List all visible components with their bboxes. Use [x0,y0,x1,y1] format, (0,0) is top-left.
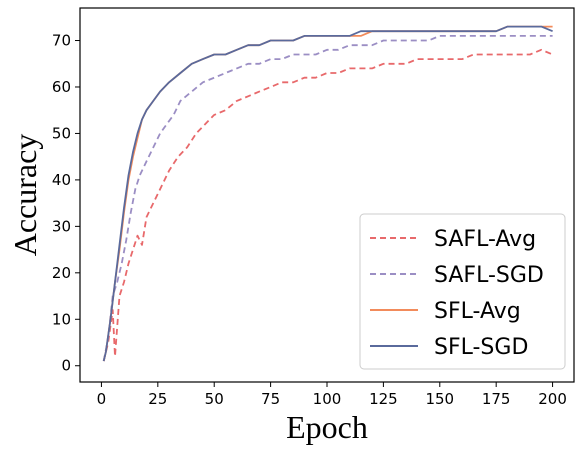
series-line-safl-avg [102,48,553,362]
y-tick-label: 60 [52,78,71,96]
legend-label-sfl-avg: SFL-Avg [434,299,521,324]
x-tick-label: 50 [205,390,224,408]
y-tick-label: 70 [52,32,71,50]
x-tick-label: 100 [313,390,342,408]
legend: SAFL-Avg SAFL-SGD SFL-Avg SFL-SGD [359,213,566,370]
x-axis-title: Epoch [286,409,368,445]
legend-label-safl-sgd: SAFL-SGD [434,263,544,288]
y-tick-label: 0 [61,357,71,375]
x-tick-label: 25 [148,390,167,408]
y-tick-label: 40 [52,171,71,189]
x-tick-label: 0 [97,390,107,408]
x-axis: 0 25 50 75 100 125 150 175 200 [97,382,567,408]
x-tick-label: 175 [482,390,511,408]
legend-label-safl-avg: SAFL-Avg [434,227,536,252]
legend-box [359,213,566,370]
y-tick-label: 10 [52,310,71,328]
y-tick-label: 20 [52,264,71,282]
series-layer [102,25,553,362]
x-tick-label: 75 [261,390,280,408]
x-tick-label: 150 [425,390,454,408]
y-axis: 0 10 20 30 40 50 60 70 [52,32,80,375]
series-line-safl-sgd [102,35,553,362]
y-axis-title: Accuracy [7,134,43,257]
y-tick-label: 30 [52,217,71,235]
series-line-sfl-sgd [102,25,553,362]
legend-label-sfl-sgd: SFL-SGD [434,335,528,360]
y-tick-label: 50 [52,124,71,142]
x-tick-label: 125 [369,390,398,408]
x-tick-label: 200 [538,390,567,408]
